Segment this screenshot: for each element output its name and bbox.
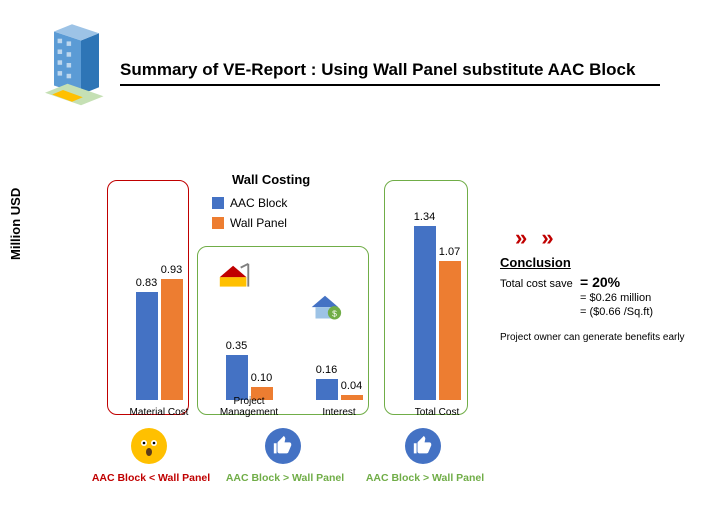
bar-value-aac: 0.35 — [222, 340, 252, 352]
bar-value-wall: 0.93 — [157, 264, 187, 276]
category-label: Interest — [298, 407, 380, 418]
bar-value-aac: 0.83 — [132, 277, 162, 289]
footer-compare-label: AAC Block > Wall Panel — [225, 472, 345, 484]
thumbs-up-icon — [265, 428, 301, 464]
conclusion-note: Project owner can generate benefits earl… — [500, 332, 685, 343]
building-icon — [18, 18, 108, 118]
bar-wall — [341, 395, 363, 400]
conclusion-title: Conclusion — [500, 255, 685, 270]
bar-value-aac: 1.34 — [410, 211, 440, 223]
bar-group-1: 0.350.10Project Management — [208, 190, 290, 400]
bar-group-3: 1.341.07Total Cost — [396, 190, 478, 400]
category-label: Project Management — [208, 396, 290, 418]
bar-chart: 0.830.93Material Cost0.350.10Project Man… — [100, 190, 470, 420]
construction-icon — [216, 260, 254, 292]
bar-value-wall: 1.07 — [435, 246, 465, 258]
bar-aac — [226, 355, 248, 401]
title-area: Summary of VE-Report : Using Wall Panel … — [120, 60, 695, 86]
y-axis-label: Million USD — [8, 188, 23, 260]
page-title: Summary of VE-Report : Using Wall Panel … — [120, 60, 695, 80]
conclusion-row: Total cost save= 20% — [500, 274, 685, 290]
bar-value-wall: 0.10 — [247, 372, 277, 384]
bar-aac — [316, 379, 338, 400]
bar-wall — [161, 279, 183, 400]
conclusion-block: Conclusion Total cost save= 20% = $0.26 m… — [500, 255, 685, 343]
shock-face-icon — [131, 428, 167, 464]
conclusion-row: = ($0.66 /Sq.ft) — [500, 306, 685, 318]
chart-title: Wall Costing — [232, 172, 310, 187]
bar-value-wall: 0.04 — [337, 380, 367, 392]
svg-text:$: $ — [332, 309, 337, 319]
footer-compare-label: AAC Block > Wall Panel — [365, 472, 485, 484]
title-underline — [120, 84, 660, 86]
conclusion-row: = $0.26 million — [500, 292, 685, 304]
category-label: Material Cost — [118, 407, 200, 418]
thumbs-up-icon — [405, 428, 441, 464]
bar-wall — [439, 261, 461, 400]
house-money-icon: $ — [306, 290, 344, 322]
bar-value-aac: 0.16 — [312, 364, 342, 376]
arrow-icons: » » — [515, 225, 558, 251]
bar-aac — [414, 226, 436, 400]
category-label: Total Cost — [396, 407, 478, 418]
footer-compare-label: AAC Block < Wall Panel — [91, 472, 211, 484]
bar-group-0: 0.830.93Material Cost — [118, 190, 200, 400]
bar-aac — [136, 292, 158, 400]
